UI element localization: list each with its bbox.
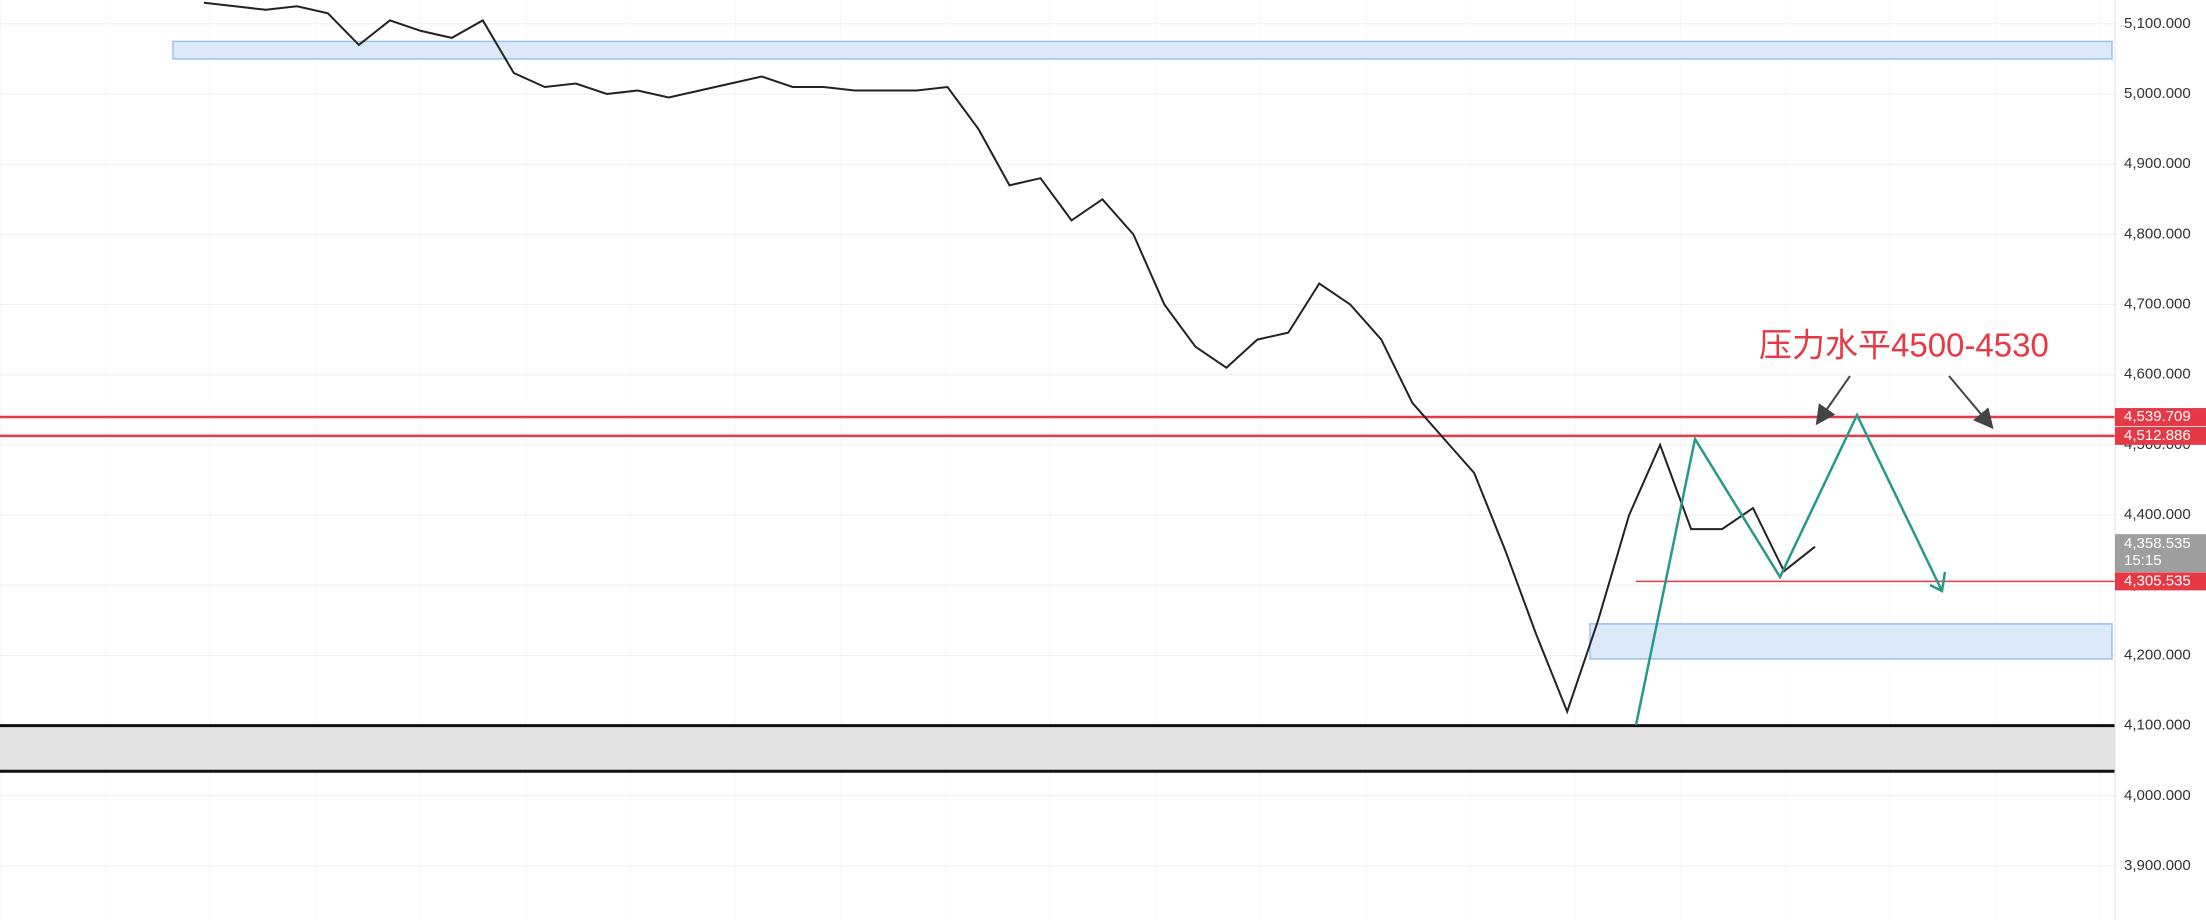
level-tag [2115, 408, 2206, 427]
level-tag [2115, 426, 2206, 445]
background-grid [0, 0, 2115, 920]
annotation: 压力水平4500-4530 [1759, 327, 2049, 364]
y-tick-label: 4,900.000 [2124, 155, 2191, 172]
y-tick-label: 4,600.000 [2124, 366, 2191, 383]
y-tick-label: 4,100.000 [2124, 717, 2191, 734]
axis-layer: 3,900.000 4,000.000 4,100.000 4,200.000 4,30… [2115, 15, 2206, 874]
support-band [0, 725, 2115, 772]
last-price-text: 4,358.535 [2124, 535, 2191, 552]
mid-layer [0, 1, 2115, 773]
zone [1589, 623, 2113, 660]
projection-path [1634, 412, 1944, 726]
last-price-tag [2115, 534, 2206, 573]
last-price-time: 15:15 [2124, 552, 2162, 569]
level-tag-text: 4,512.886 [2124, 427, 2191, 444]
y-tick-label: 4,400.000 [2124, 506, 2191, 523]
y-tick-label: 4,200.000 [2124, 646, 2191, 663]
price-line [203, 1, 1816, 715]
zone [172, 40, 2113, 60]
y-tick-label: 5,000.000 [2124, 85, 2191, 102]
level-tag [2115, 572, 2206, 591]
y-tick-label: 5,100.000 [2124, 15, 2191, 32]
level-tag-text: 4,539.709 [2124, 408, 2191, 425]
y-tick-label: 3,900.000 [2124, 857, 2191, 874]
pointer-arrow [1815, 375, 1851, 426]
y-tick-label: 4,700.000 [2124, 296, 2191, 313]
y-tick-label: 4,800.000 [2124, 225, 2191, 242]
level-tag-text: 4,305.535 [2124, 572, 2191, 589]
pointer-arrow [1948, 375, 1994, 430]
projection-arrowhead [1929, 571, 1947, 593]
y-tick-label: 4,000.000 [2124, 787, 2191, 804]
back-layer [0, 23, 2115, 867]
